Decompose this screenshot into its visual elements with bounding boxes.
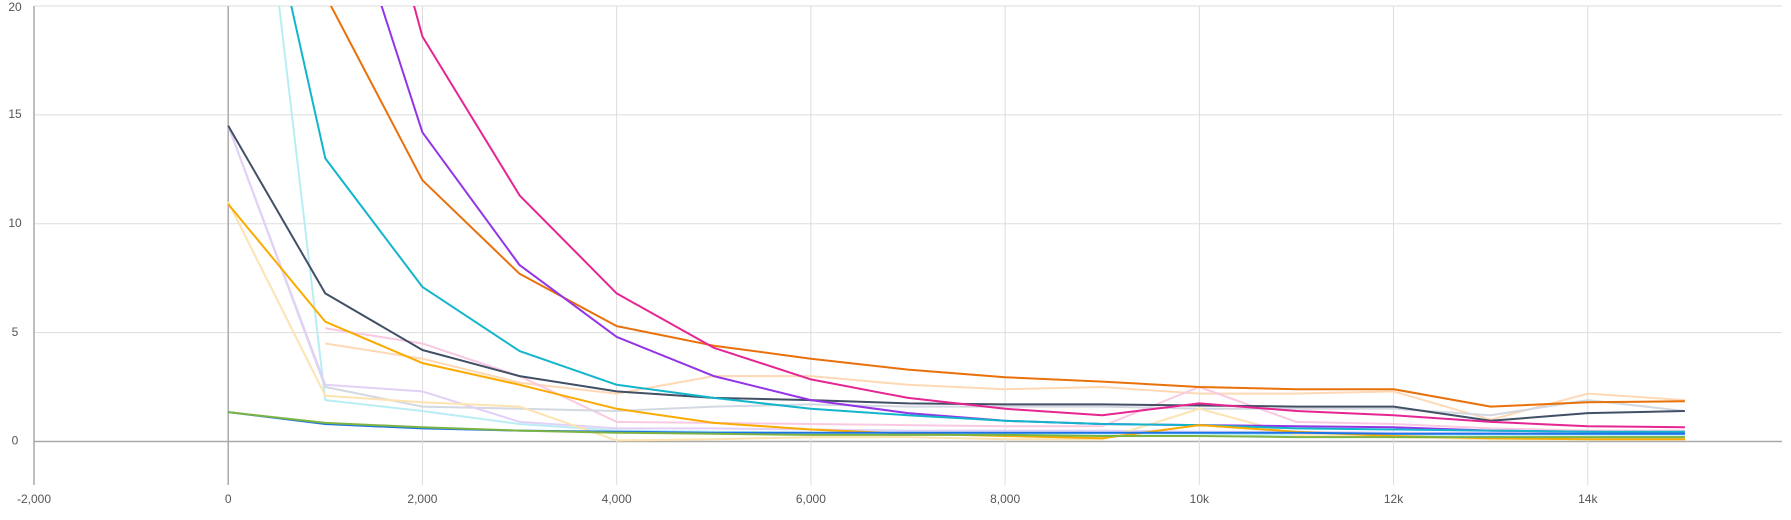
x-tick-label: 14k xyxy=(1578,492,1598,506)
series-line xyxy=(227,125,1685,422)
x-tick-label: 8,000 xyxy=(990,492,1020,506)
x-tick-label: 0 xyxy=(225,492,232,506)
series-line xyxy=(227,201,1685,442)
x-tick-label: 4,000 xyxy=(602,492,632,506)
y-tick-label: 0 xyxy=(12,434,19,448)
x-tick-label: 12k xyxy=(1384,492,1404,506)
plot-area xyxy=(227,6,1686,442)
series-line xyxy=(278,6,1685,436)
series-line xyxy=(329,6,1685,408)
series-line xyxy=(380,6,1685,434)
series-line xyxy=(325,327,1685,432)
x-tick-label: 10k xyxy=(1190,492,1210,506)
series-line xyxy=(227,125,1685,435)
grid xyxy=(33,5,1782,485)
series-line xyxy=(227,125,1686,417)
series-line xyxy=(228,411,1685,439)
y-tick-label: 20 xyxy=(8,0,22,14)
y-tick-label: 5 xyxy=(12,325,19,339)
x-tick-label: 6,000 xyxy=(796,492,826,506)
series-line xyxy=(413,6,1685,429)
y-tick-label: 10 xyxy=(8,216,22,230)
x-tick-label: -2,000 xyxy=(17,492,51,506)
y-tick-label: 15 xyxy=(8,107,22,121)
x-tick-label: 2,000 xyxy=(407,492,437,506)
series-line xyxy=(290,6,1685,433)
axis-labels: 0 5 10 15 20 -2,000 0 2,000 4,000 6,000 8,000 10k 12… xyxy=(8,0,1598,506)
series-line xyxy=(325,342,1685,421)
